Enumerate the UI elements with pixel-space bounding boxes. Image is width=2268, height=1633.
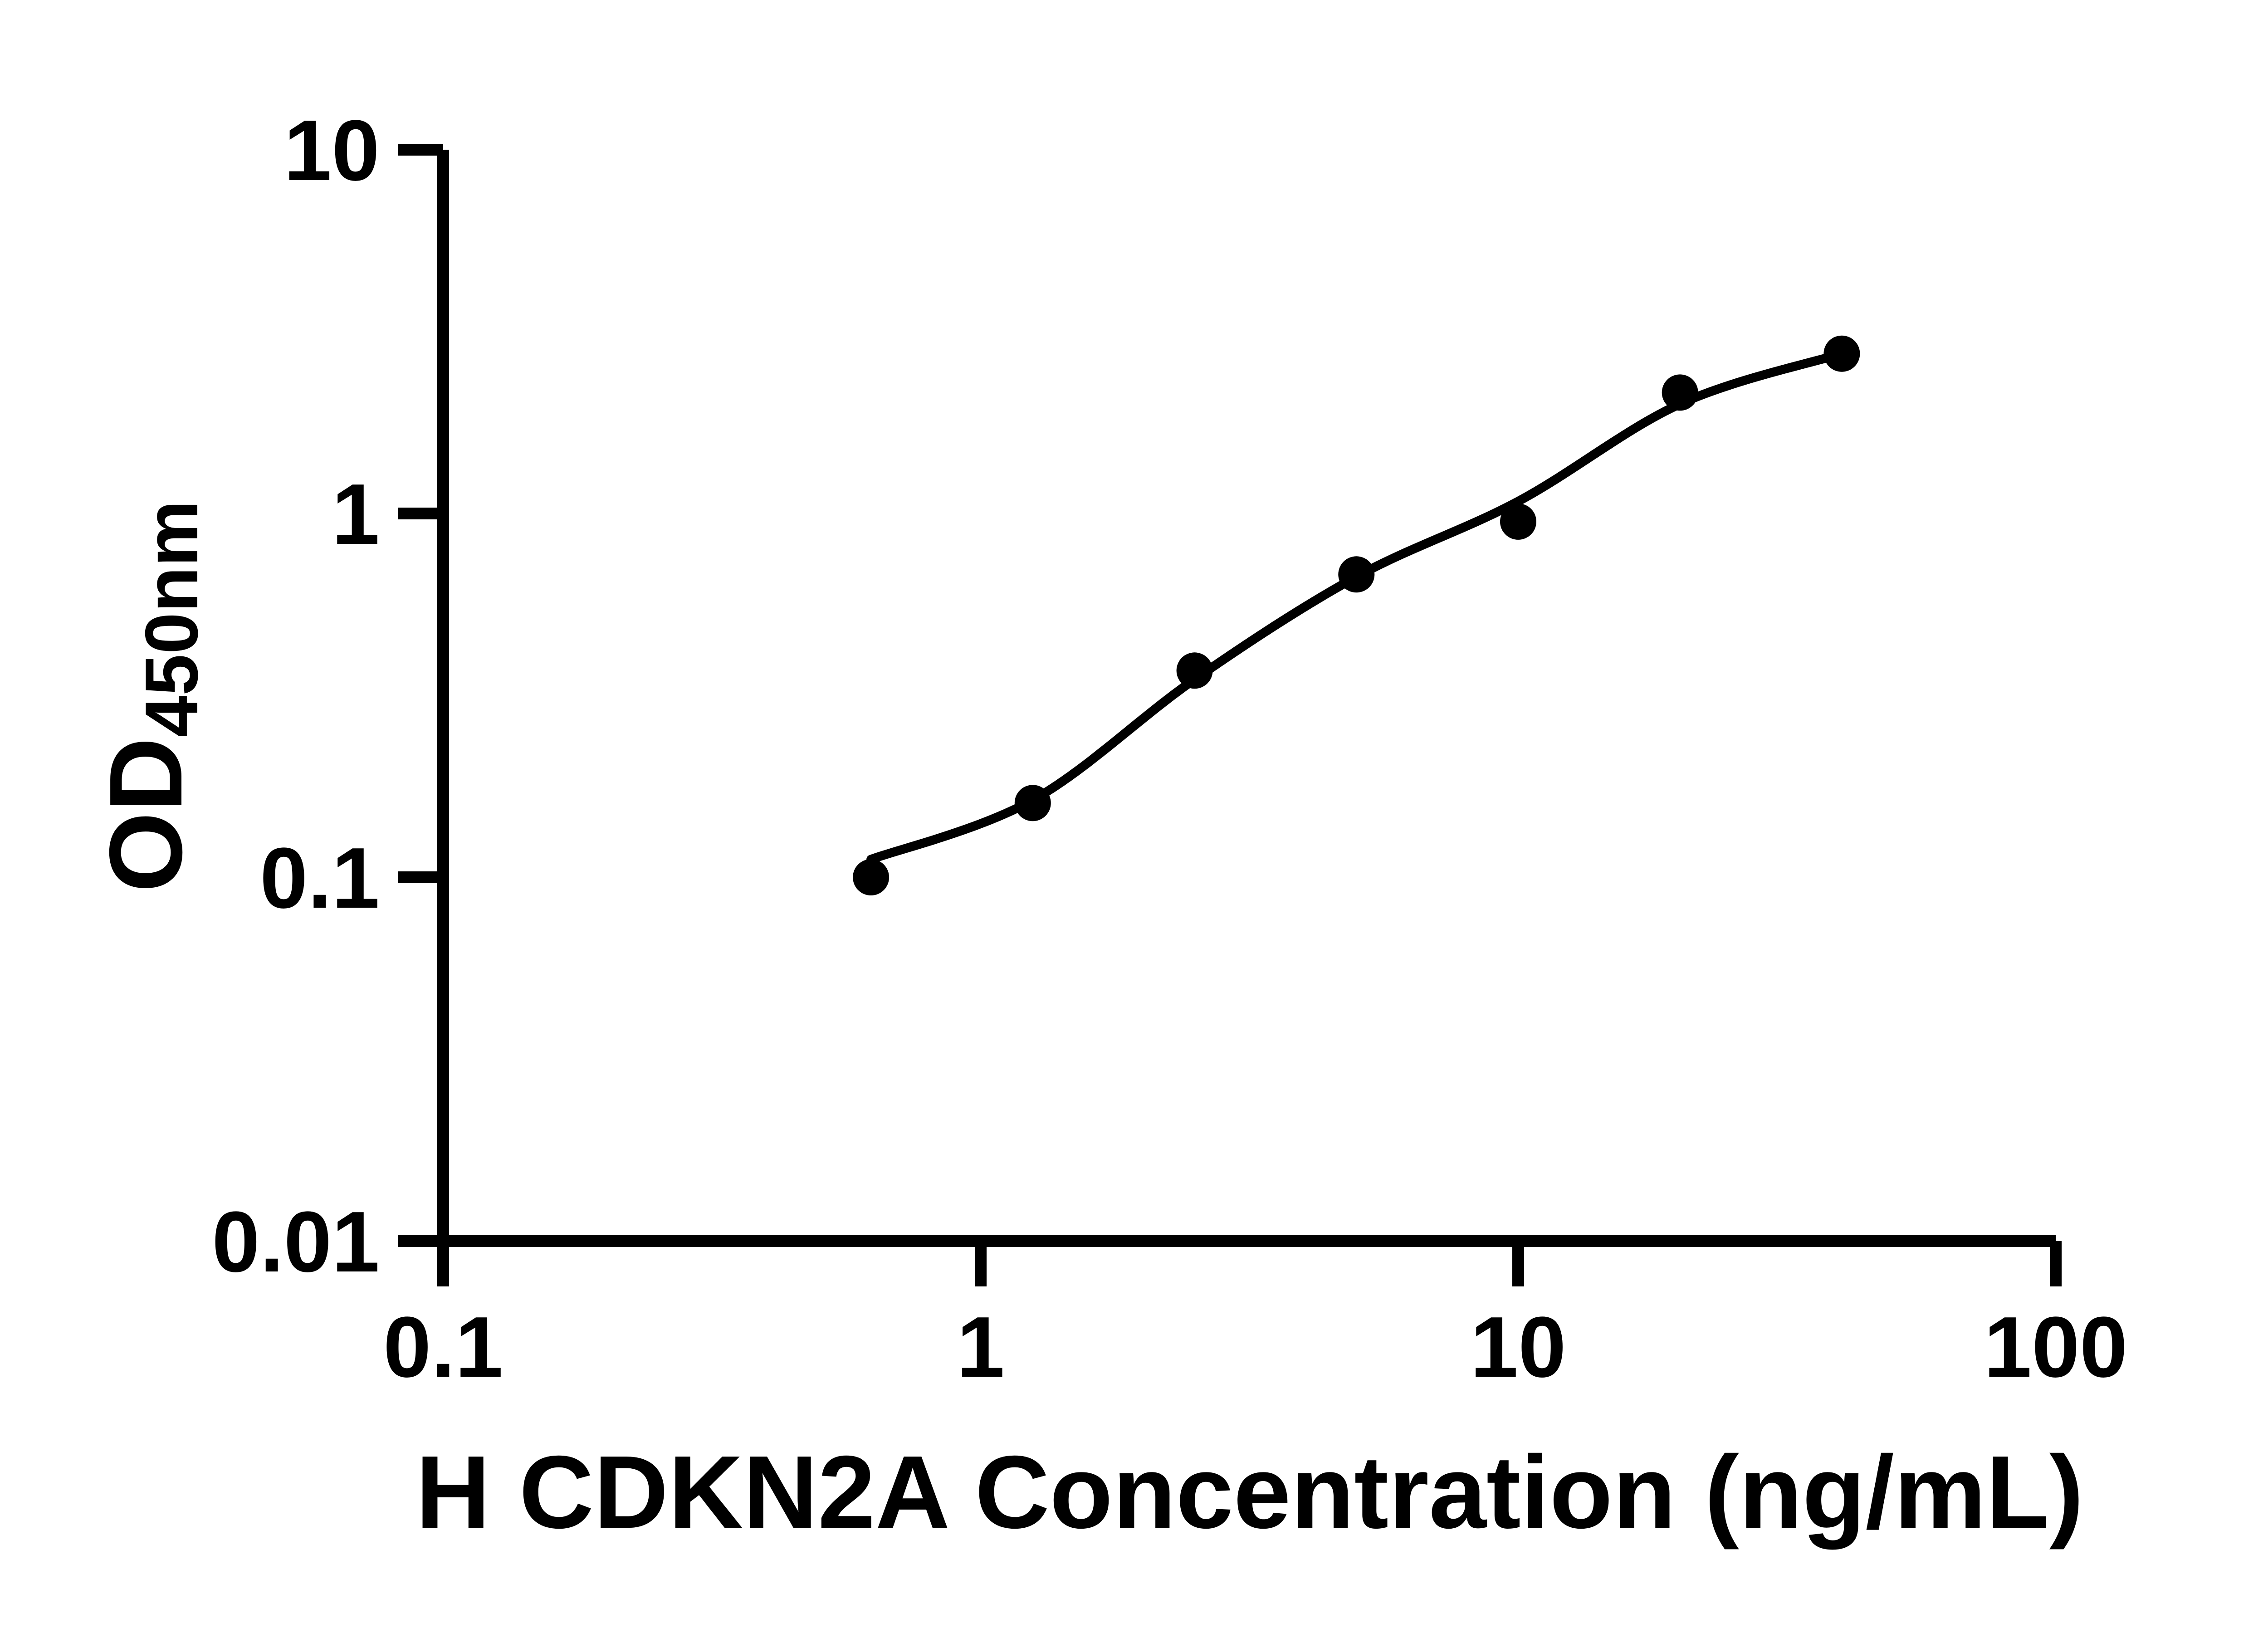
axis-spine xyxy=(437,150,2056,1247)
axes xyxy=(437,150,2056,1247)
y-axis-ticks xyxy=(398,144,443,1247)
fit-curve xyxy=(866,349,1847,864)
data-point xyxy=(1176,652,1213,689)
x-tick-label: 1 xyxy=(957,1299,1005,1395)
x-axis-tick-labels: 0.1 1 10 100 xyxy=(383,1299,2128,1395)
x-axis-ticks xyxy=(437,1241,2062,1286)
x-axis-title: H CDKN2A Concentration (ng/mL) xyxy=(415,1435,2083,1550)
data-point xyxy=(1338,556,1375,593)
x-tick-label: 0.1 xyxy=(383,1299,503,1395)
x-tick-label: 10 xyxy=(1470,1299,1566,1395)
fit-curve-group xyxy=(866,349,1847,864)
data-point xyxy=(1823,335,1860,372)
y-axis-title-subscript: 450nm xyxy=(130,500,213,738)
data-point xyxy=(1014,785,1051,821)
y-axis-title-main: OD xyxy=(88,737,204,892)
x-tick-label: 100 xyxy=(1984,1299,2127,1395)
y-tick-label: 0.01 xyxy=(212,1194,380,1290)
data-point xyxy=(853,859,890,895)
y-axis-tick-labels: 10 1 0.1 0.01 xyxy=(212,103,380,1290)
y-tick-label: 10 xyxy=(284,103,380,199)
y-tick-label: 0.1 xyxy=(260,830,380,926)
y-axis-title: OD450nm xyxy=(88,500,213,893)
data-point xyxy=(1500,503,1536,540)
y-tick-label: 1 xyxy=(332,466,380,562)
data-point xyxy=(1662,374,1698,411)
data-points-group xyxy=(853,335,1860,895)
